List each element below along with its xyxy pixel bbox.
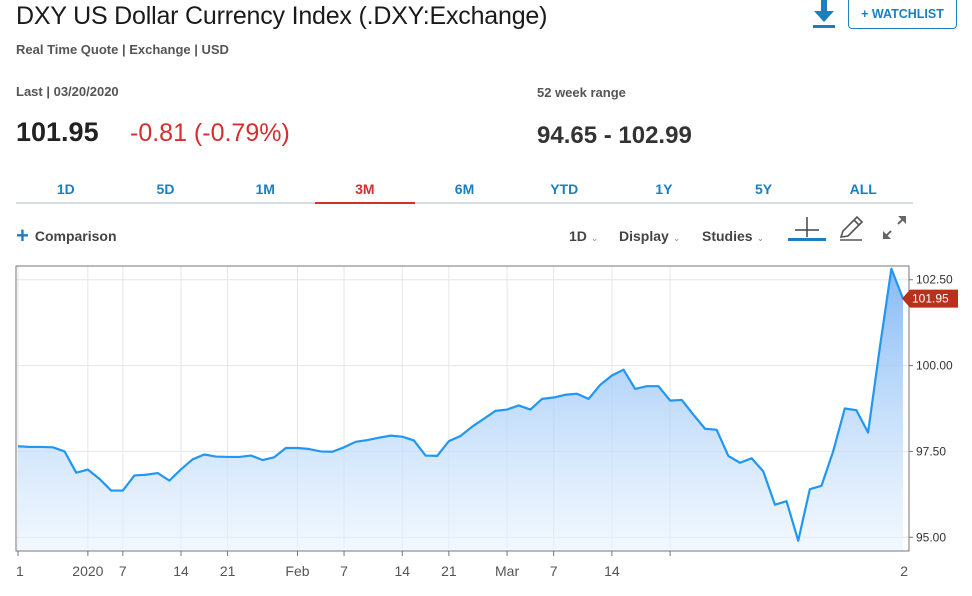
y-tick-label: 100.00 <box>916 359 953 373</box>
crosshair-icon[interactable] <box>787 213 827 243</box>
y-tick-label: 95.00 <box>916 530 946 544</box>
chevron-down-icon: ⌄ <box>672 233 681 243</box>
tab-ytd[interactable]: YTD <box>550 181 579 197</box>
price-line <box>17 267 905 542</box>
studies-label: Studies <box>702 228 753 244</box>
x-tick-label: 14 <box>173 563 189 579</box>
watchlist-button[interactable]: + WATCHLIST <box>848 0 957 29</box>
x-tick-label: Feb <box>285 563 309 579</box>
expand-icon[interactable] <box>876 213 916 243</box>
x-tick-label: 21 <box>441 563 457 579</box>
current-price-label: 101.95 <box>912 292 949 306</box>
price-change: -0.81 (-0.79%) <box>130 119 290 147</box>
interval-dropdown[interactable]: 1D ⌄ <box>569 228 598 244</box>
tab-5y[interactable]: 5Y <box>754 181 773 197</box>
price-chart[interactable]: 95.00 97.50 100.00 102.50 1 2020 7 14 21 Feb 7 14 2… <box>0 262 972 596</box>
x-tick-label: 21 <box>220 563 236 579</box>
tab-5d[interactable]: 5D <box>156 181 175 197</box>
x-tick-label: 2 <box>900 563 908 579</box>
x-tick-label: Mar <box>495 563 519 579</box>
chevron-down-icon: ⌄ <box>590 233 599 243</box>
range-value: 94.65 - 102.99 <box>537 122 692 149</box>
price-area <box>18 268 903 551</box>
page-title: DXY US Dollar Currency Index (.DXY:Excha… <box>16 2 548 30</box>
tab-1m[interactable]: 1M <box>255 181 275 197</box>
plot-frame <box>15 265 910 552</box>
tab-1y[interactable]: 1Y <box>655 181 673 197</box>
x-tick-label: 7 <box>340 563 348 579</box>
download-icon[interactable] <box>810 0 838 30</box>
x-tick-label: 14 <box>604 563 620 579</box>
x-tick-label: 14 <box>394 563 410 579</box>
interval-label: 1D <box>569 228 587 244</box>
range-label: 52 week range <box>537 85 626 100</box>
last-price: 101.95 <box>16 117 99 147</box>
current-price-flag <box>902 289 958 308</box>
x-tick-label: 2020 <box>72 563 103 579</box>
chevron-down-icon: ⌄ <box>756 233 765 243</box>
tab-3m[interactable]: 3M <box>315 178 415 204</box>
display-label: Display <box>619 228 669 244</box>
x-tick-label: 7 <box>550 563 558 579</box>
y-tick-label: 102.50 <box>916 273 953 287</box>
comparison-label: Comparison <box>34 228 117 244</box>
pencil-icon[interactable] <box>832 213 872 243</box>
display-dropdown[interactable]: Display ⌄ <box>619 228 680 244</box>
tab-all[interactable]: ALL <box>849 181 877 197</box>
tab-6m[interactable]: 6M <box>454 181 475 197</box>
plus-icon: + <box>16 223 29 248</box>
time-range-tabs: 1D 5D 1M 3M 6M YTD 1Y 5Y ALL <box>16 178 913 204</box>
last-quote-label: Last | 03/20/2020 <box>16 84 119 99</box>
y-tick-label: 97.50 <box>916 444 946 458</box>
tab-1d[interactable]: 1D <box>56 181 75 197</box>
quote-subtitle: Real Time Quote | Exchange | USD <box>16 42 229 57</box>
x-tick-label: 1 <box>16 563 24 579</box>
comparison-button[interactable]: + Comparison <box>16 223 117 248</box>
studies-dropdown[interactable]: Studies ⌄ <box>702 228 764 244</box>
x-tick-label: 7 <box>119 563 127 579</box>
